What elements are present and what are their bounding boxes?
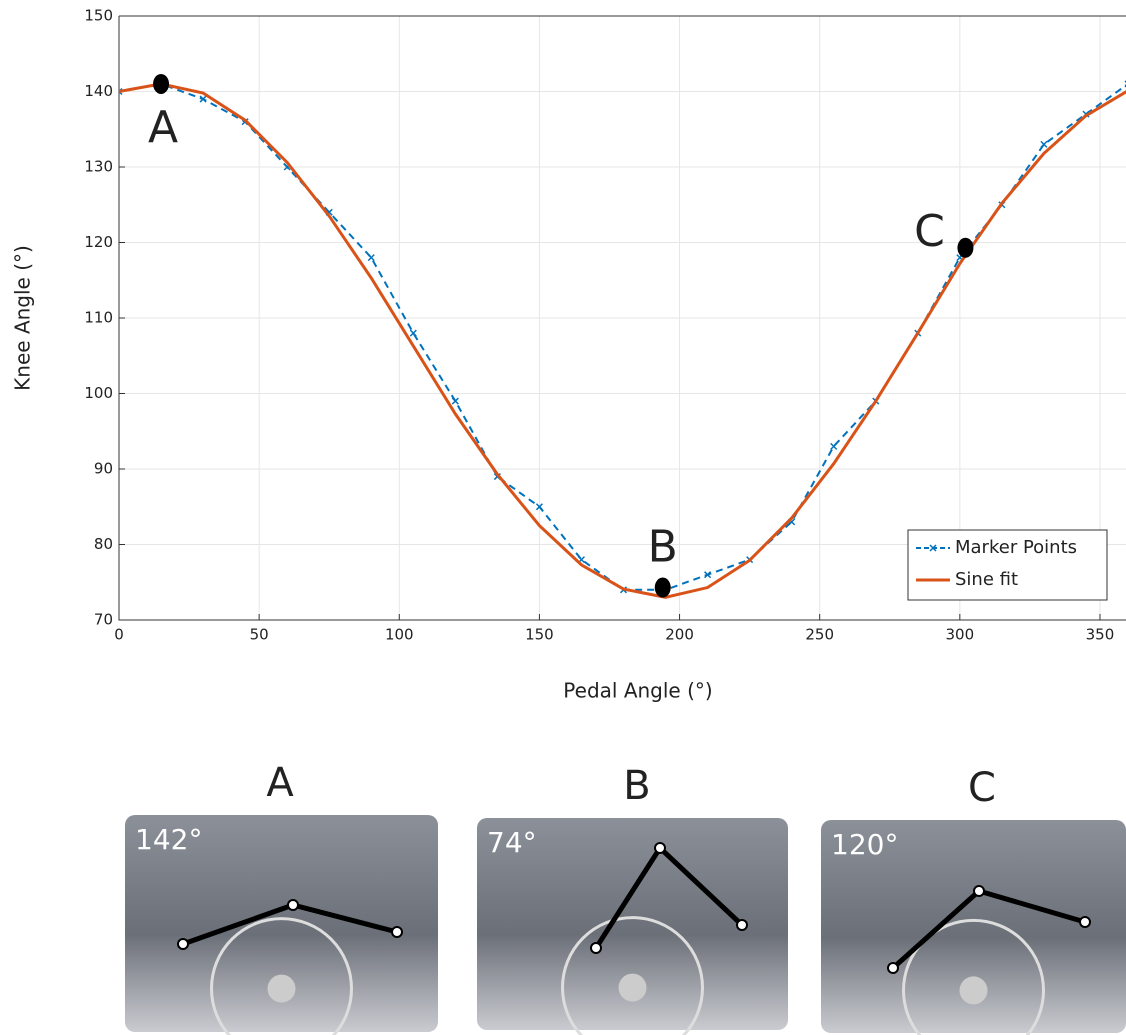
marker <box>704 571 712 579</box>
axes <box>118 16 1126 621</box>
marker <box>535 503 543 511</box>
y-tick-label: 150 <box>84 7 113 25</box>
plot-area <box>119 80 1126 599</box>
y-tick-label: 140 <box>84 82 113 100</box>
photo <box>477 818 788 1030</box>
x-axis-label: Pedal Angle (°) <box>563 679 712 703</box>
y-tick-label: 130 <box>84 158 113 176</box>
hub <box>959 976 988 1005</box>
series-line <box>119 82 1126 599</box>
panel-title: C <box>968 765 996 811</box>
hub <box>618 973 647 1002</box>
x-tick-label: 50 <box>250 626 269 644</box>
panel-title: A <box>266 760 294 806</box>
wheel <box>561 916 704 1035</box>
marker <box>451 397 459 405</box>
marker <box>119 87 123 96</box>
y-tick-label: 80 <box>94 535 113 553</box>
x-tick-label: 350 <box>1086 626 1115 644</box>
x-tick-label: 100 <box>385 626 414 644</box>
angle-label: 142° <box>135 823 202 856</box>
photo <box>125 815 438 1032</box>
joint <box>736 919 748 931</box>
x-tick-label: 250 <box>805 626 834 644</box>
y-tick-label: 100 <box>84 384 113 402</box>
wheel <box>902 918 1045 1035</box>
marker <box>367 254 375 262</box>
annotation-point <box>957 237 974 258</box>
joint <box>287 899 299 911</box>
x-tick-label: 200 <box>665 626 694 644</box>
y-tick-label: 110 <box>84 309 113 327</box>
annotation-label: C <box>914 206 945 257</box>
marker <box>1040 140 1048 148</box>
legend-label: Sine fit <box>955 569 1018 590</box>
joint <box>973 885 985 897</box>
marker <box>409 329 417 337</box>
y-tick-label: 70 <box>94 611 113 629</box>
joint <box>654 842 666 854</box>
y-axis-label: Knee Angle (°) <box>11 245 35 391</box>
angle-label: 74° <box>487 826 537 859</box>
joint <box>177 938 189 950</box>
x-tick-label: 150 <box>525 626 554 644</box>
panel-title: B <box>623 763 650 809</box>
annotation-label: B <box>648 522 678 573</box>
joint <box>1079 916 1091 928</box>
joint <box>590 942 602 954</box>
wheel <box>210 917 353 1035</box>
marker <box>199 95 207 103</box>
photo <box>821 820 1126 1033</box>
legend-marker <box>929 544 937 552</box>
joint <box>887 962 899 974</box>
legend-box <box>907 529 1108 601</box>
y-tick-label: 120 <box>84 233 113 251</box>
annotation-point <box>654 577 671 598</box>
x-tick-label: 300 <box>946 626 975 644</box>
y-tick-label: 90 <box>94 460 113 478</box>
joint <box>391 926 403 938</box>
marker <box>830 442 838 450</box>
x-tick-label: 0 <box>114 626 124 644</box>
legend-label: Marker Points <box>955 537 1077 558</box>
annotation-label: A <box>148 102 178 153</box>
series-line <box>119 82 1126 591</box>
hub <box>267 974 296 1003</box>
angle-label: 120° <box>831 828 898 861</box>
annotation-point <box>153 73 170 94</box>
